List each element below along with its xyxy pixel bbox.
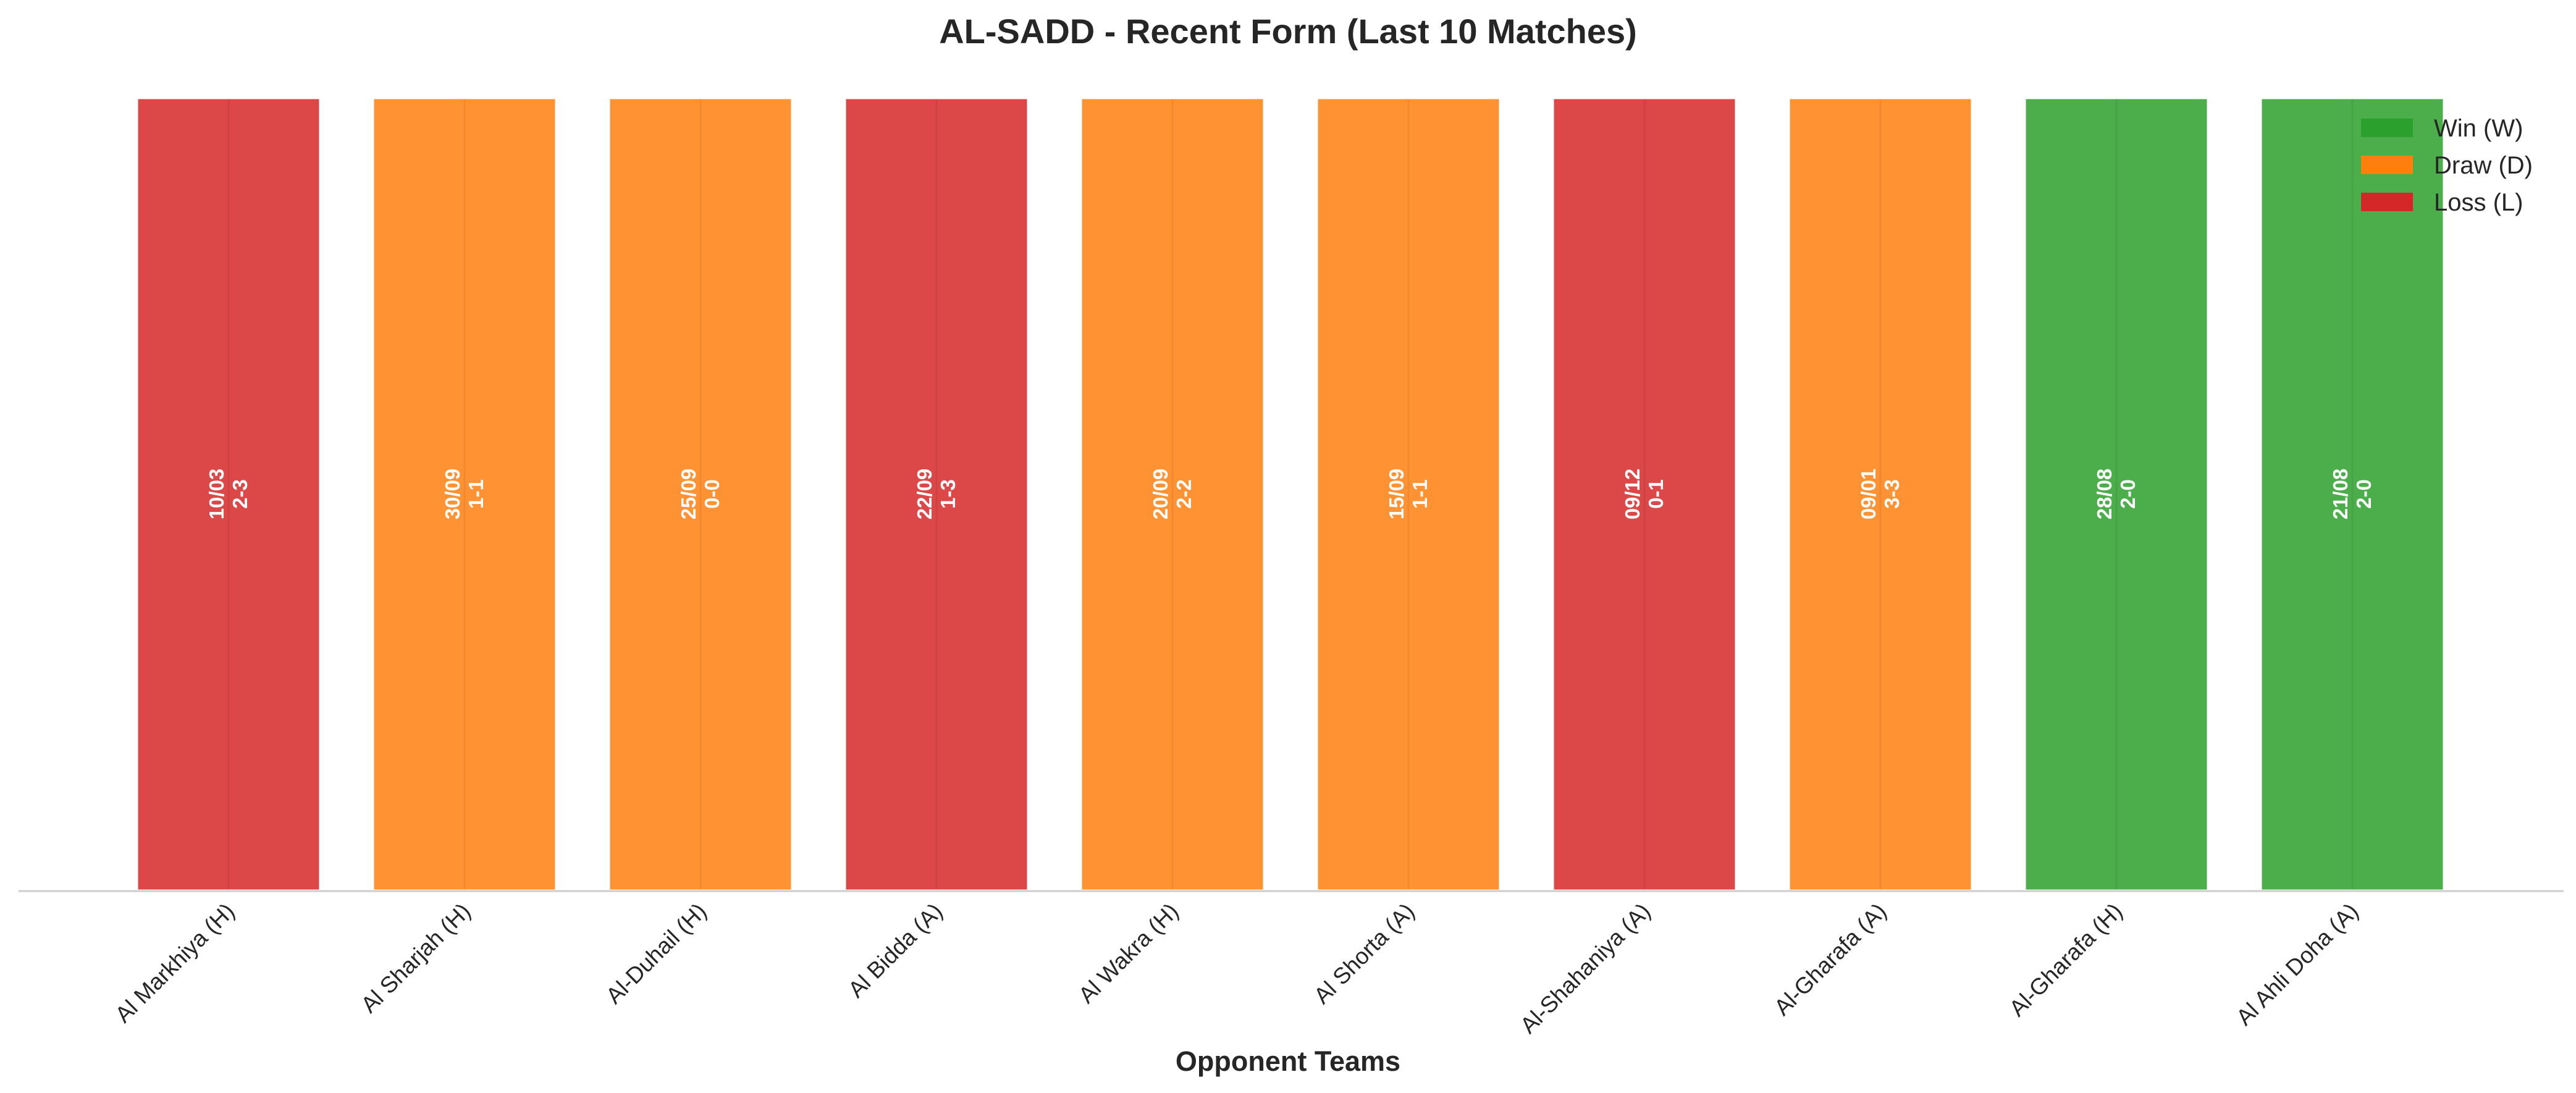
- bar-score-label: 3-3: [1880, 479, 1903, 509]
- legend-label: Win (W): [2434, 115, 2523, 142]
- bar-score-label: 0-0: [701, 479, 723, 509]
- bar-score-label: 2-3: [229, 479, 251, 509]
- bar-date-label: 20/09: [1149, 469, 1172, 520]
- bars: [135, 96, 2446, 893]
- bar: [1551, 96, 1738, 893]
- legend: Win (W) Draw (D) Loss (L): [2361, 115, 2533, 216]
- x-tick-label: Al Shorta (A): [1309, 898, 1420, 1009]
- bar: [2258, 96, 2446, 893]
- bar-data-label: 09/013-3: [1857, 469, 1903, 520]
- bar-date-label: 28/08: [2093, 469, 2116, 520]
- bar-score-label: 2-0: [2116, 479, 2139, 509]
- x-tick-label: Al-Duhail (H): [601, 898, 712, 1009]
- bar: [607, 96, 794, 893]
- x-tick-label: Al Sharjah (H): [356, 898, 475, 1018]
- legend-swatch: [2361, 156, 2413, 174]
- x-tick-label: Al-Gharafa (A): [1769, 898, 1892, 1021]
- bar-data-label: 28/082-0: [2093, 469, 2139, 520]
- bar-score-label: 0-1: [1644, 479, 1667, 509]
- legend-swatch: [2361, 193, 2413, 211]
- bar-score-label: 1-3: [937, 479, 959, 509]
- bar-data-label: 20/092-2: [1149, 469, 1195, 520]
- x-axis-label: Opponent Teams: [1176, 1045, 1400, 1077]
- x-tick-label: Al-Shahaniya (A): [1515, 898, 1656, 1039]
- bar: [1079, 96, 1266, 893]
- bar-data-label: 21/082-0: [2329, 469, 2375, 520]
- bar-date-label: 25/09: [677, 469, 700, 520]
- bar-date-label: 10/03: [205, 469, 228, 520]
- bar-data-label: 10/032-3: [205, 469, 251, 520]
- bar-date-label: 30/09: [441, 469, 464, 520]
- bar-score-label: 2-0: [2352, 479, 2375, 509]
- bar-data-label: 30/091-1: [441, 469, 487, 520]
- bar-data-label: 25/090-0: [677, 469, 723, 520]
- bar-data-label: 09/120-1: [1621, 469, 1667, 520]
- legend-label: Draw (D): [2434, 152, 2533, 179]
- bar-score-label: 2-2: [1172, 479, 1195, 509]
- x-tick-label: Al Markhiya (H): [110, 898, 239, 1028]
- bar-date-label: 09/01: [1857, 469, 1880, 520]
- x-tick-labels: Al Markhiya (H) Al Sharjah (H) Al-Duhail (…: [110, 898, 2363, 1039]
- x-tick-label: Al Bidda (A): [843, 898, 948, 1003]
- chart-title: AL-SADD - Recent Form (Last 10 Matches): [939, 12, 1637, 51]
- legend-swatch: [2361, 119, 2413, 137]
- bar-data-label: 22/091-3: [913, 469, 959, 520]
- bar-date-label: 09/12: [1621, 469, 1644, 520]
- bar-score-label: 1-1: [1408, 479, 1431, 509]
- bar: [135, 96, 322, 893]
- bar: [1787, 96, 1974, 893]
- bar: [843, 96, 1030, 893]
- legend-label: Loss (L): [2434, 189, 2523, 216]
- bar-date-label: 15/09: [1385, 469, 1408, 520]
- bar: [371, 96, 558, 893]
- bar-date-label: 21/08: [2329, 469, 2352, 520]
- x-tick-label: Al-Gharafa (H): [2005, 898, 2128, 1021]
- x-tick-label: Al Wakra (H): [1074, 898, 1184, 1008]
- bar-date-label: 22/09: [913, 469, 936, 520]
- x-tick-label: Al Ahli Doha (A): [2231, 898, 2363, 1031]
- bar-data-label: 15/091-1: [1385, 469, 1431, 520]
- bar-score-label: 1-1: [465, 479, 487, 509]
- bar: [1315, 96, 1502, 893]
- bar-labels: 10/032-3 30/091-1 25/090-0 22/091-3 20/092-2…: [205, 469, 2375, 520]
